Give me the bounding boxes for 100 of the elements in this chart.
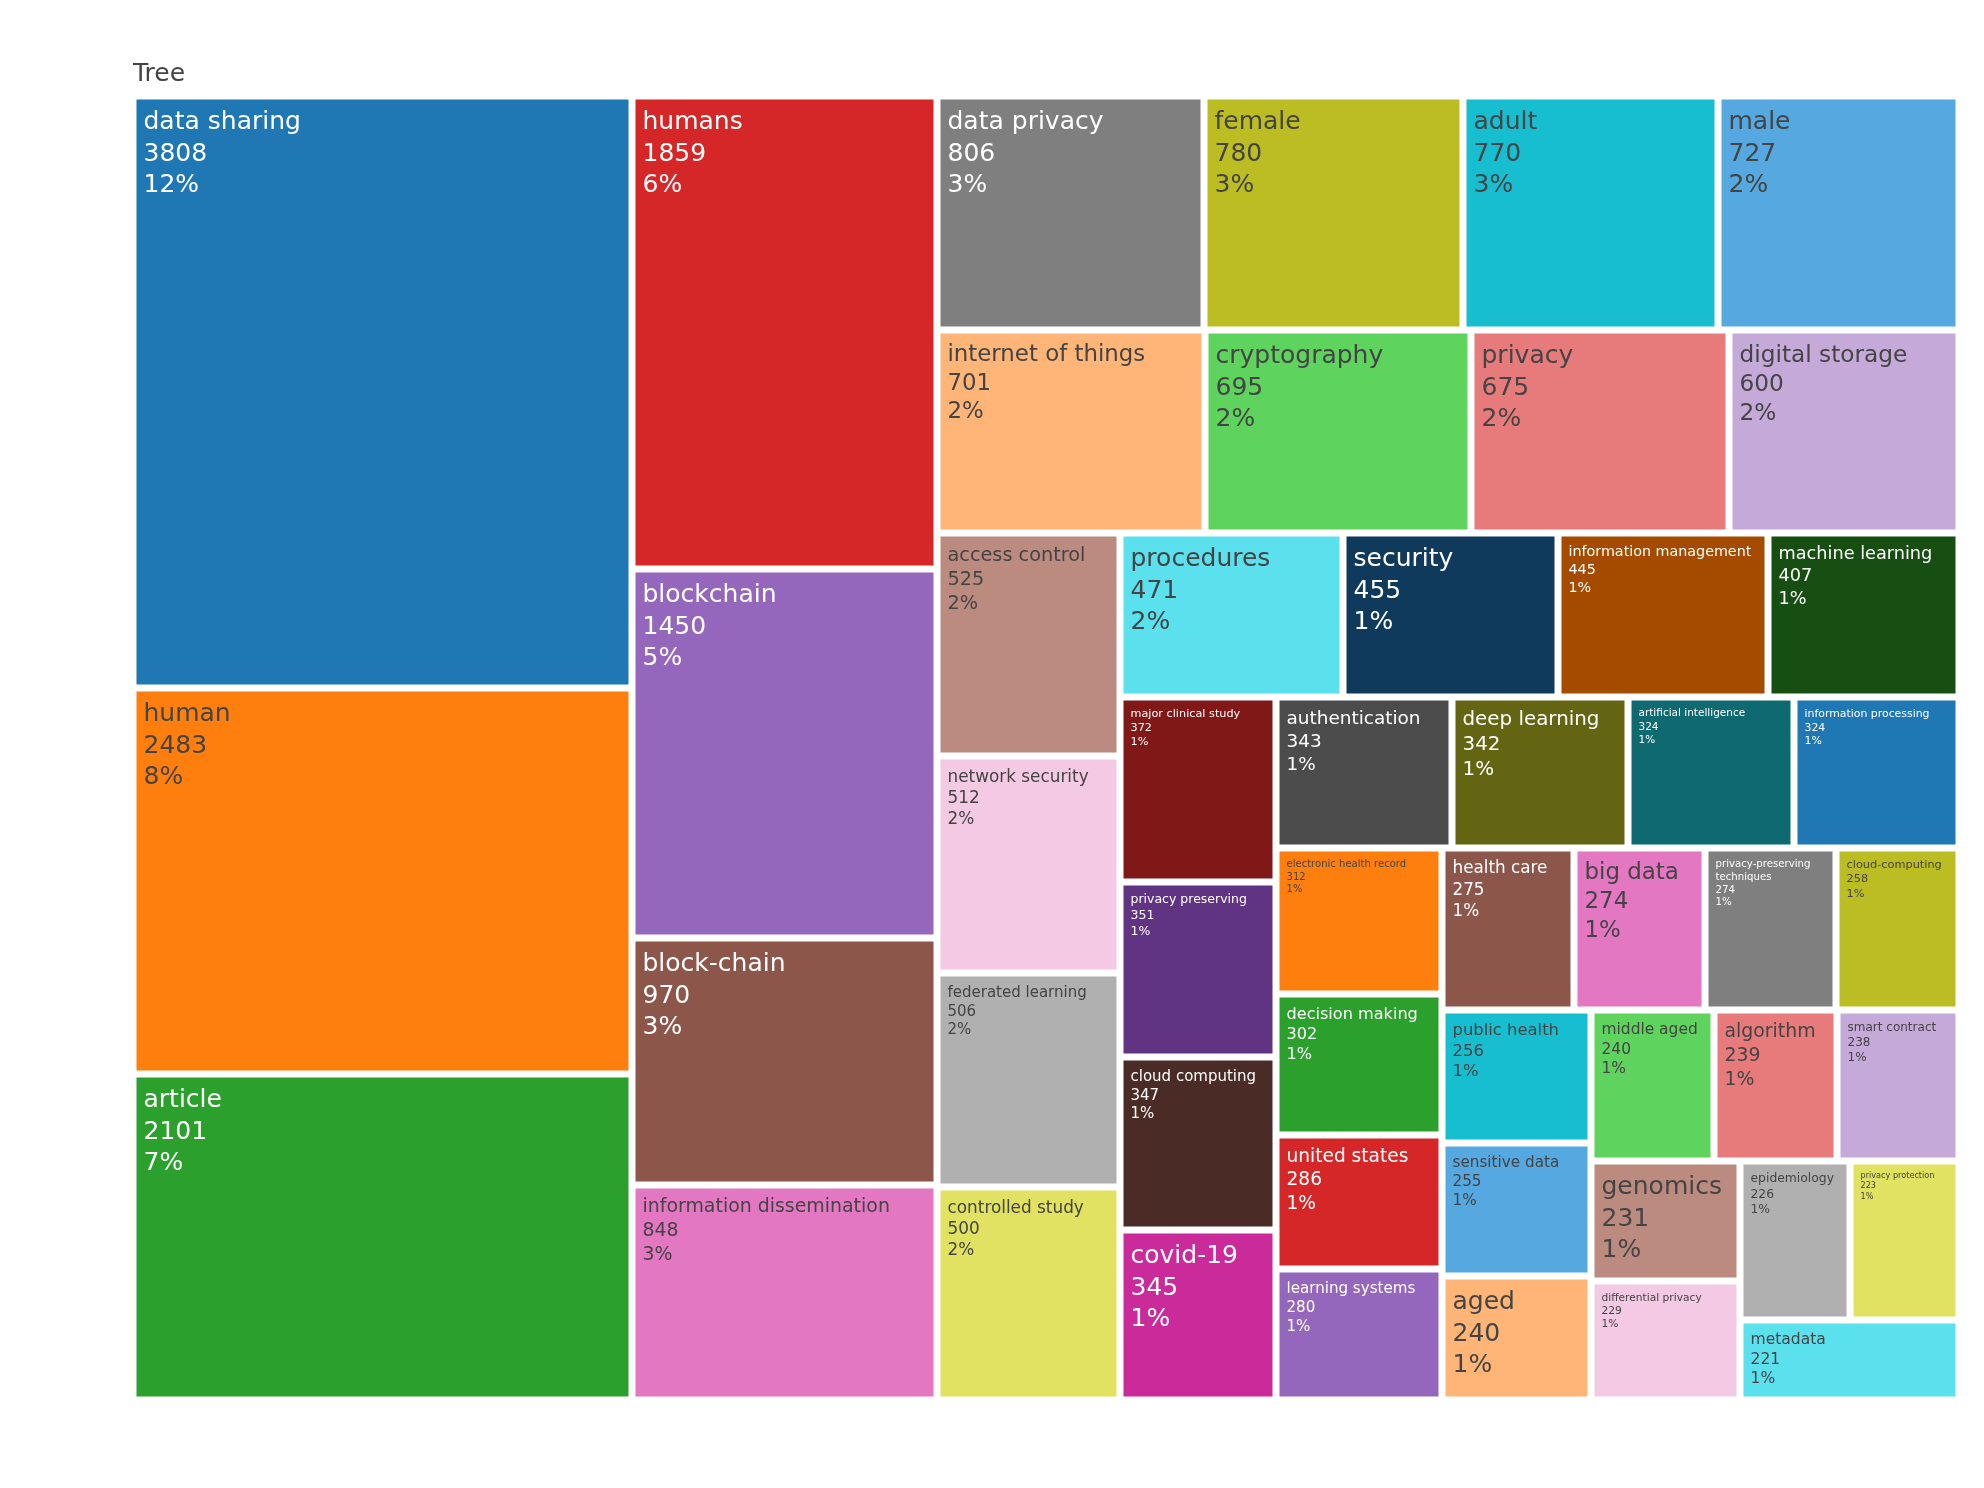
category-label: information processing (1804, 706, 1930, 720)
category-label: cloud computing (1130, 1066, 1257, 1085)
data-label: 274 1% (1584, 886, 1629, 942)
data-label: 312 1% (1286, 870, 1306, 895)
data-label: 240 1% (1452, 1317, 1501, 1378)
data-label: 231 1% (1601, 1202, 1650, 1263)
category-label: learning systems (1286, 1278, 1416, 1297)
category-label: public health (1452, 1020, 1560, 1040)
category-label: privacy protection (1860, 1170, 1935, 1181)
category-label: metadata (1750, 1330, 1826, 1349)
category-label: information dissemination (642, 1194, 890, 1217)
data-label: 238 1% (1847, 1034, 1871, 1064)
data-label: 240 1% (1601, 1039, 1631, 1077)
data-label: 372 1% (1130, 721, 1152, 749)
category-label: male (1728, 106, 1791, 136)
category-label: genomics (1601, 1171, 1722, 1201)
category-label: algorithm (1724, 1019, 1816, 1042)
data-label: 274 1% (1715, 883, 1735, 908)
data-label: 780 3% (1214, 137, 1263, 198)
category-label: procedures (1130, 543, 1271, 573)
category-label: privacy (1481, 340, 1574, 370)
category-label: united states (1286, 1145, 1409, 1167)
data-label: 675 2% (1481, 371, 1530, 432)
category-label: internet of things (947, 340, 1146, 367)
category-label: cloud-computing (1846, 857, 1942, 872)
category-label: machine learning (1778, 543, 1933, 564)
data-label: 1450 5% (642, 610, 707, 671)
data-label: 324 1% (1638, 719, 1659, 745)
category-label: big data (1584, 858, 1679, 885)
data-label: 471 2% (1130, 574, 1179, 635)
data-label: 806 3% (947, 137, 996, 198)
category-label: sensitive data (1452, 1152, 1560, 1171)
data-label: 695 2% (1215, 371, 1264, 432)
data-label: 727 2% (1728, 137, 1777, 198)
category-label: block-chain (642, 948, 786, 978)
data-label: 970 3% (642, 979, 691, 1040)
data-label: 3808 12% (143, 137, 208, 198)
category-label: decision making (1286, 1003, 1418, 1023)
data-label: 848 3% (642, 1218, 679, 1264)
data-label: 221 1% (1750, 1349, 1781, 1388)
data-label: 258 1% (1846, 871, 1869, 900)
category-label: federated learning (947, 982, 1087, 1001)
data-label: 500 2% (947, 1217, 980, 1259)
category-label: cryptography (1215, 340, 1384, 370)
category-label: digital storage (1739, 339, 1908, 367)
data-label: 302 1% (1286, 1023, 1318, 1064)
category-label: electronic health record (1286, 858, 1407, 870)
category-label: security (1353, 543, 1454, 573)
data-label: 770 3% (1473, 137, 1522, 198)
data-label: 1859 6% (642, 137, 707, 198)
data-label: 407 1% (1778, 565, 1813, 608)
data-label: 600 2% (1739, 368, 1784, 425)
category-label: blockchain (642, 579, 777, 609)
data-label: 223 1% (1860, 1180, 1877, 1201)
data-label: 506 2% (947, 1001, 977, 1039)
data-label: 280 1% (1286, 1297, 1316, 1335)
category-label: privacy-preserving techniques (1715, 858, 1811, 882)
category-label: authentication (1286, 707, 1421, 729)
category-label: smart contract (1847, 1019, 1937, 1034)
category-label: access control (947, 542, 1086, 566)
category-label: data sharing (143, 106, 301, 136)
data-label: 239 1% (1724, 1043, 1761, 1089)
data-label: 324 1% (1804, 720, 1826, 748)
category-label: deep learning (1462, 707, 1600, 731)
category-label: article (143, 1084, 222, 1114)
data-label: 347 1% (1130, 1085, 1160, 1123)
category-label: human (143, 698, 231, 728)
data-label: 2101 7% (143, 1115, 208, 1176)
data-label: 345 1% (1130, 1271, 1179, 1332)
category-label: adult (1473, 106, 1538, 136)
data-label: 226 1% (1750, 1186, 1775, 1217)
category-label: major clinical study (1130, 707, 1241, 721)
data-label: 525 2% (947, 566, 985, 615)
data-label: 455 1% (1353, 574, 1402, 635)
data-label: 445 1% (1568, 561, 1596, 595)
category-label: epidemiology (1750, 1171, 1835, 1186)
data-label: 2483 8% (143, 729, 208, 790)
category-label: humans (642, 106, 743, 136)
category-label: network security (947, 765, 1089, 786)
category-label: aged (1452, 1286, 1515, 1316)
category-label: information management (1568, 543, 1752, 560)
category-label: data privacy (947, 106, 1104, 136)
category-label: female (1214, 106, 1301, 136)
text: Tree (133, 58, 186, 87)
category-label: artificial intelligence (1638, 706, 1746, 719)
category-label: health care (1452, 857, 1548, 878)
data-label: 256 1% (1452, 1040, 1484, 1081)
data-label: 351 1% (1130, 907, 1155, 938)
data-label: 275 1% (1452, 878, 1485, 920)
data-label: 229 1% (1601, 1303, 1623, 1331)
category-label: middle aged (1601, 1020, 1698, 1039)
data-label: 286 1% (1286, 1168, 1322, 1213)
category-label: controlled study (947, 1196, 1084, 1217)
data-label: 343 1% (1286, 730, 1322, 775)
data-label: 342 1% (1462, 732, 1501, 781)
data-label: 512 2% (947, 786, 980, 828)
category-label: privacy preserving (1130, 891, 1247, 907)
category-label: covid-19 (1130, 1240, 1238, 1270)
data-label: 255 1% (1452, 1172, 1482, 1210)
data-label: 701 2% (947, 368, 992, 424)
